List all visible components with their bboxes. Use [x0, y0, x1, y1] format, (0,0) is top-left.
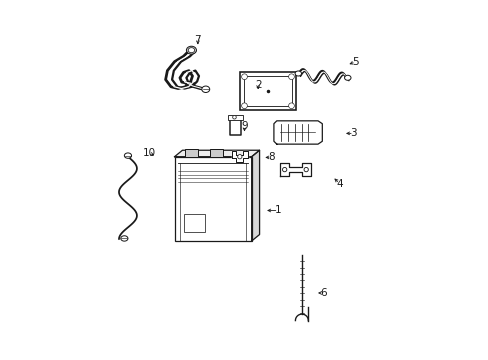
Polygon shape: [280, 163, 310, 176]
Circle shape: [232, 116, 236, 119]
Polygon shape: [251, 150, 259, 241]
Ellipse shape: [294, 71, 301, 76]
Ellipse shape: [186, 46, 196, 54]
Circle shape: [237, 154, 242, 159]
Text: 5: 5: [352, 57, 358, 67]
Text: 7: 7: [194, 35, 201, 45]
Bar: [228, 115, 242, 120]
Text: 2: 2: [254, 80, 261, 90]
Bar: [210, 149, 223, 157]
Text: 6: 6: [320, 288, 326, 298]
Ellipse shape: [202, 86, 209, 93]
Circle shape: [304, 167, 308, 172]
Text: 3: 3: [350, 129, 356, 138]
Circle shape: [241, 74, 247, 80]
Circle shape: [241, 103, 247, 109]
Ellipse shape: [344, 75, 350, 80]
Ellipse shape: [121, 236, 128, 241]
Polygon shape: [174, 150, 259, 157]
Text: 8: 8: [267, 152, 274, 162]
Text: 1: 1: [275, 206, 281, 216]
Circle shape: [282, 167, 286, 172]
Circle shape: [288, 103, 294, 109]
Text: 9: 9: [241, 121, 247, 131]
Bar: [244, 76, 292, 107]
Bar: [174, 157, 251, 241]
Bar: [185, 149, 198, 157]
Ellipse shape: [124, 153, 131, 158]
Text: 4: 4: [336, 179, 342, 189]
Text: 10: 10: [142, 148, 156, 158]
Ellipse shape: [188, 48, 194, 53]
Polygon shape: [231, 151, 247, 162]
Bar: [183, 214, 204, 232]
Polygon shape: [273, 121, 322, 144]
Bar: [240, 72, 295, 110]
Circle shape: [288, 74, 294, 80]
